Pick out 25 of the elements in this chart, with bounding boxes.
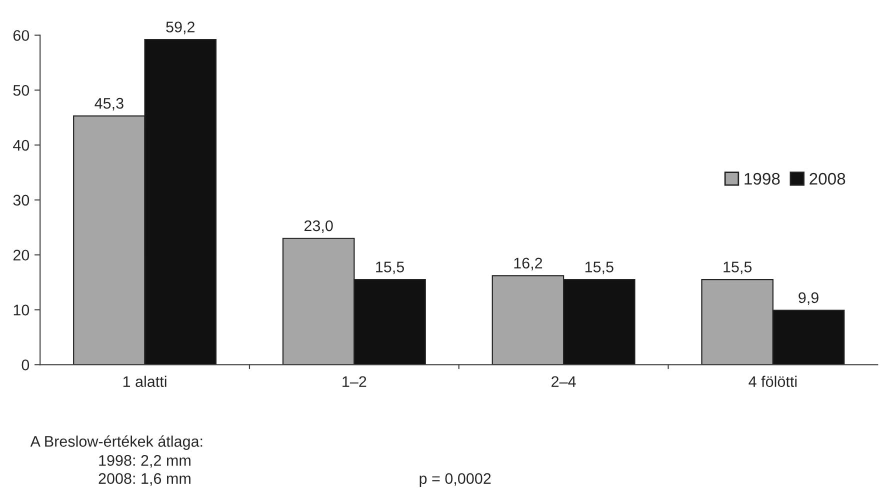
y-tick-label: 60 [13, 30, 30, 41]
data-label: 45,3 [94, 98, 124, 111]
x-tick-label: 1 alatti [123, 376, 166, 388]
data-label: 59,2 [166, 22, 194, 34]
legend-label: 2008 [810, 172, 846, 185]
text: p = 0,0002 [420, 473, 491, 487]
text: 2008: 1,6 mm [98, 473, 190, 486]
y-tick-label: 30 [13, 194, 30, 206]
y-tick-label: 40 [13, 140, 30, 151]
y-tick-label: 10 [14, 304, 30, 316]
x-tick-label: 4 fölötti [748, 376, 797, 388]
data-label: 15,5 [585, 262, 614, 274]
x-tick-label: 1–2 [342, 376, 366, 387]
data-label: 23,0 [304, 220, 333, 233]
data-label: 9,9 [798, 292, 818, 305]
y-tick-label: 20 [13, 250, 30, 261]
data-label: 15,5 [724, 262, 752, 274]
y-tick-label: 0 [22, 360, 30, 370]
text: A Breslow-értékek átlaga: [30, 435, 202, 450]
legend-label: 1998 [744, 172, 780, 185]
data-label: 15,5 [376, 262, 404, 274]
x-tick-label: 2–4 [552, 376, 576, 387]
text: 1998: 2,2 mm [99, 455, 190, 468]
data-label: 16,2 [514, 258, 542, 270]
y-tick-label: 50 [13, 84, 30, 96]
